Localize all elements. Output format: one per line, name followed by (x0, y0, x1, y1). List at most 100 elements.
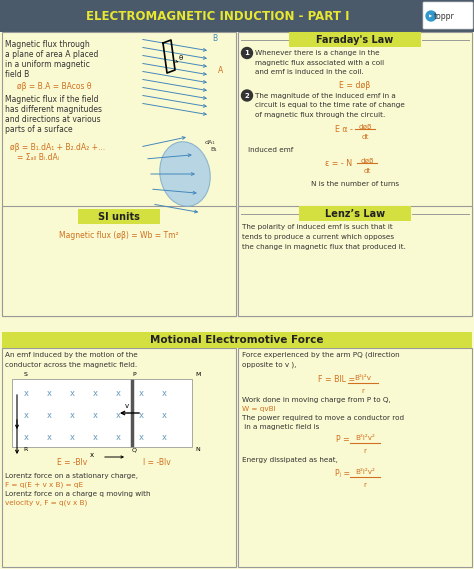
Text: Q: Q (131, 447, 137, 452)
Text: Lenz’s Law: Lenz’s Law (325, 208, 385, 218)
Text: øβ = B₁.dA₁ + B₂.dA₂ +...: øβ = B₁.dA₁ + B₂.dA₂ +... (10, 143, 105, 152)
Text: velocity v, F = q(v x B): velocity v, F = q(v x B) (5, 500, 87, 506)
Ellipse shape (160, 142, 210, 207)
Text: Magnetic flux through: Magnetic flux through (5, 40, 90, 49)
Text: Pⱼ =: Pⱼ = (335, 469, 350, 478)
Text: x: x (138, 389, 144, 398)
Text: W = qvBl: W = qvBl (242, 406, 275, 412)
Text: E = -Blv: E = -Blv (57, 458, 87, 467)
Text: Lorentz force on a stationary charge,: Lorentz force on a stationary charge, (5, 473, 138, 479)
Text: x: x (162, 389, 166, 398)
FancyBboxPatch shape (2, 206, 236, 316)
Text: The magnitude of the induced emf in a: The magnitude of the induced emf in a (255, 93, 396, 98)
Text: circuit is equal to the time rate of change: circuit is equal to the time rate of cha… (255, 102, 405, 108)
FancyBboxPatch shape (299, 206, 411, 221)
Text: x: x (116, 432, 120, 442)
Text: and directions at various: and directions at various (5, 115, 100, 124)
FancyBboxPatch shape (0, 32, 474, 569)
Circle shape (241, 47, 253, 59)
FancyBboxPatch shape (238, 206, 472, 316)
Text: B²l²v²: B²l²v² (355, 469, 375, 475)
Text: x: x (90, 452, 94, 458)
Text: dt: dt (361, 134, 369, 140)
Text: v: v (125, 403, 129, 409)
Text: x: x (24, 432, 28, 442)
Text: the change in magnetic flux that produced it.: the change in magnetic flux that produce… (242, 244, 406, 250)
Text: The power required to move a conductor rod: The power required to move a conductor r… (242, 415, 404, 421)
Text: field B: field B (5, 70, 29, 79)
Text: 2: 2 (245, 93, 249, 98)
Text: = Σₐₗₗ Bᵢ.dAᵢ: = Σₐₗₗ Bᵢ.dAᵢ (17, 153, 59, 162)
Text: Induced emf: Induced emf (248, 147, 293, 153)
Text: x: x (92, 410, 98, 419)
Text: conductor across the magnetic field.: conductor across the magnetic field. (5, 362, 137, 368)
Text: x: x (138, 432, 144, 442)
FancyBboxPatch shape (423, 2, 473, 29)
Text: M: M (195, 372, 201, 377)
Circle shape (241, 90, 253, 101)
Text: x: x (70, 410, 74, 419)
Text: r: r (362, 388, 365, 394)
Text: N is the number of turns: N is the number of turns (311, 181, 399, 187)
FancyBboxPatch shape (2, 348, 236, 567)
Text: ε = - N: ε = - N (325, 159, 352, 168)
Text: of magnetic flux through the circuit.: of magnetic flux through the circuit. (255, 112, 385, 118)
Text: x: x (138, 410, 144, 419)
Text: x: x (116, 389, 120, 398)
Text: Energy dissipated as heat,: Energy dissipated as heat, (242, 457, 338, 463)
Text: R: R (24, 447, 28, 452)
Text: r: r (364, 482, 366, 488)
Text: x: x (46, 432, 52, 442)
Text: opposite to v ),: opposite to v ), (242, 362, 296, 369)
Text: dA₁: dA₁ (205, 140, 216, 145)
Text: P =: P = (336, 435, 350, 444)
Text: Force experienced by the arm PQ (direction: Force experienced by the arm PQ (directi… (242, 352, 400, 358)
Text: Magnetic flux (øβ) = Wb = Tm²: Magnetic flux (øβ) = Wb = Tm² (59, 231, 179, 240)
Text: F = BIL =: F = BIL = (318, 375, 355, 384)
Text: E α -: E α - (335, 125, 353, 134)
Text: N: N (195, 447, 200, 452)
Text: E = døβ: E = døβ (339, 80, 371, 89)
FancyBboxPatch shape (238, 32, 472, 316)
Text: Magnetic flux if the field: Magnetic flux if the field (5, 95, 99, 104)
Text: I = -Blv: I = -Blv (143, 458, 171, 467)
FancyBboxPatch shape (78, 209, 160, 224)
FancyBboxPatch shape (2, 332, 472, 348)
Text: B₁: B₁ (210, 147, 217, 152)
FancyBboxPatch shape (2, 32, 236, 316)
Text: The polarity of induced emf is such that it: The polarity of induced emf is such that… (242, 224, 393, 230)
FancyBboxPatch shape (289, 32, 421, 47)
Text: B²l²v: B²l²v (355, 375, 372, 381)
Circle shape (426, 11, 436, 21)
FancyBboxPatch shape (238, 348, 472, 567)
Text: døβ: døβ (360, 158, 374, 164)
Text: in a uniform magnetic: in a uniform magnetic (5, 60, 90, 69)
Text: Faraday's Law: Faraday's Law (316, 35, 393, 44)
FancyBboxPatch shape (12, 379, 192, 447)
Text: r: r (364, 448, 366, 454)
Text: has different magnitudes: has different magnitudes (5, 105, 102, 114)
Text: tends to produce a current which opposes: tends to produce a current which opposes (242, 234, 394, 240)
Text: x: x (92, 389, 98, 398)
Text: P: P (132, 372, 136, 377)
Text: x: x (46, 389, 52, 398)
Text: A: A (218, 66, 223, 75)
Text: ELECTROMAGNETIC INDUCTION - PART I: ELECTROMAGNETIC INDUCTION - PART I (86, 10, 350, 23)
FancyBboxPatch shape (0, 0, 474, 32)
Text: x: x (24, 389, 28, 398)
Text: θ: θ (179, 55, 183, 61)
Text: øβ = B.A = BAcos θ: øβ = B.A = BAcos θ (17, 82, 91, 91)
Text: An emf induced by the motion of the: An emf induced by the motion of the (5, 352, 138, 358)
Text: magnetic flux associated with a coil: magnetic flux associated with a coil (255, 60, 384, 65)
Text: parts of a surface: parts of a surface (5, 125, 73, 134)
Text: x: x (162, 410, 166, 419)
Text: B: B (212, 34, 217, 43)
Text: a plane of area A placed: a plane of area A placed (5, 50, 99, 59)
Text: SI units: SI units (98, 212, 140, 221)
Text: Whenever there is a change in the: Whenever there is a change in the (255, 50, 380, 56)
Text: Lorentz force on a charge q moving with: Lorentz force on a charge q moving with (5, 491, 151, 497)
Text: x: x (162, 432, 166, 442)
Text: x: x (24, 410, 28, 419)
Text: 1: 1 (245, 50, 249, 56)
Text: x: x (92, 432, 98, 442)
